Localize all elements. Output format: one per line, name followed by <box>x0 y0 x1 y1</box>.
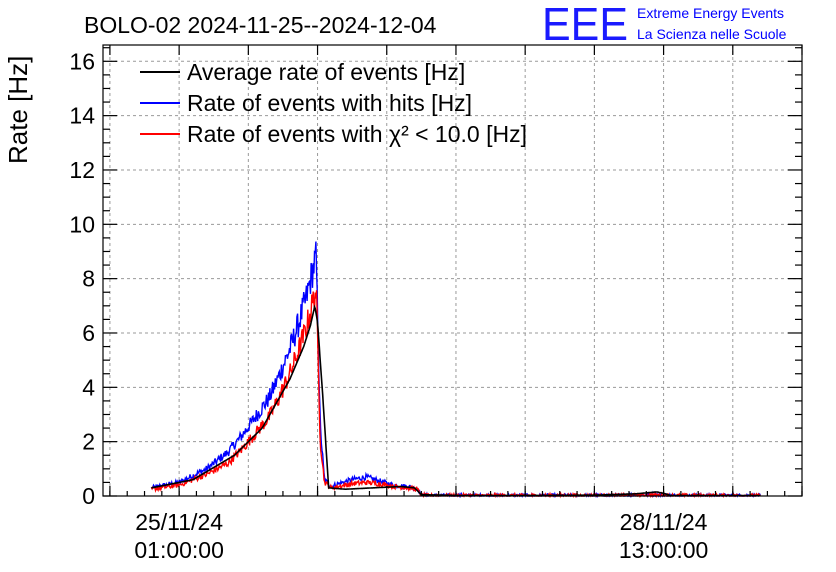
x-tick-label-time: 01:00:00 <box>134 537 224 563</box>
x-tick-label-date: 25/11/24 <box>135 509 223 535</box>
y-axis-label: Rate [Hz] <box>3 56 33 164</box>
legend-label-chi2: Rate of events with χ² < 10.0 [Hz] <box>187 121 527 147</box>
x-tick-label-date: 28/11/24 <box>620 509 708 535</box>
y-tick-label: 0 <box>82 483 95 509</box>
grid <box>103 45 802 496</box>
legend-label-average: Average rate of events [Hz] <box>187 59 465 85</box>
logo-line-2: La Scienza nelle Scuole <box>637 26 787 42</box>
eee-logo: EEE <box>542 0 628 50</box>
y-tick-label: 16 <box>69 48 95 74</box>
x-tick-label-time: 13:00:00 <box>619 537 709 563</box>
y-tick-label: 6 <box>82 320 95 346</box>
y-tick-label: 2 <box>82 429 95 455</box>
y-tick-label: 8 <box>82 266 95 292</box>
legend-label-hits: Rate of events with hits [Hz] <box>187 90 472 116</box>
y-tick-label: 4 <box>82 374 95 400</box>
legend: Average rate of events [Hz] Rate of event… <box>140 59 527 147</box>
y-tick-label: 12 <box>69 157 95 183</box>
plot-frame <box>102 44 803 497</box>
chart-title: BOLO-02 2024-11-25--2024-12-04 <box>84 12 437 38</box>
y-tick-label: 10 <box>69 211 95 237</box>
logo-line-1: Extreme Energy Events <box>637 5 784 21</box>
y-tick-label: 14 <box>69 103 95 129</box>
